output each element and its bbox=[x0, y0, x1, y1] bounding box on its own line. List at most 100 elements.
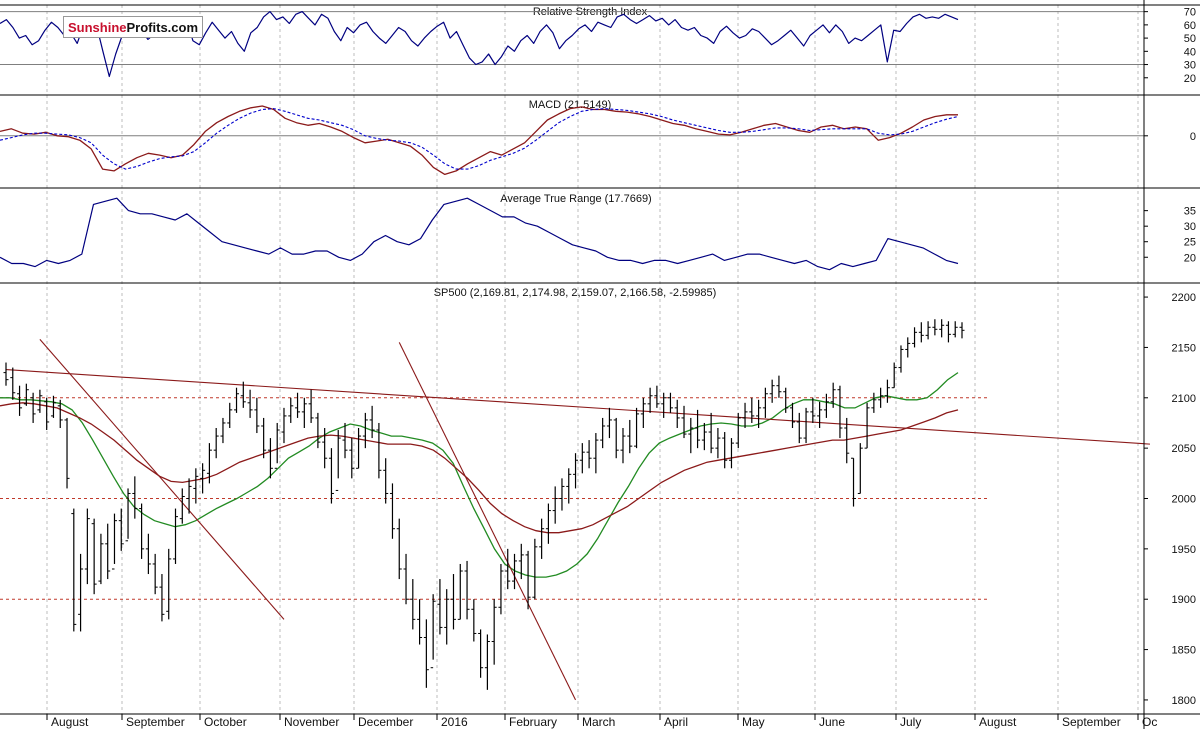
ytick-label-0-5: 20 bbox=[1184, 73, 1196, 85]
ohlc-bar-22 bbox=[152, 553, 158, 595]
ytick-label-3-2: 2100 bbox=[1172, 393, 1196, 405]
ohlc-bar-67 bbox=[457, 563, 463, 620]
ohlc-bar-119 bbox=[810, 397, 816, 423]
ohlc-bar-132 bbox=[898, 345, 904, 373]
trendline-2 bbox=[398, 342, 577, 701]
ohlc-bar-55 bbox=[376, 422, 382, 479]
ohlc-bar-131 bbox=[891, 362, 897, 389]
xtick-label-13: September bbox=[1062, 715, 1121, 729]
ohlc-bar-90 bbox=[613, 417, 619, 459]
xtick-label-11: July bbox=[900, 715, 921, 729]
panel-macd: MACD (21.5149) bbox=[0, 99, 1144, 176]
ohlc-bar-97 bbox=[661, 392, 667, 418]
ohlc-bar-81 bbox=[552, 486, 558, 524]
ohlc-bar-111 bbox=[756, 399, 762, 428]
ohlc-bar-43 bbox=[295, 392, 301, 418]
ohlc-bar-106 bbox=[722, 432, 728, 469]
xtick-label-2: October bbox=[204, 715, 247, 729]
ohlc-bar-96 bbox=[654, 385, 660, 408]
ohlc-bar-74 bbox=[505, 548, 511, 590]
ohlc-bar-19 bbox=[132, 476, 138, 519]
ytick-label-2-2: 25 bbox=[1184, 237, 1196, 249]
ohlc-bar-1 bbox=[10, 367, 16, 400]
grid-layer bbox=[46, 5, 1139, 714]
ohlc-bar-127 bbox=[864, 402, 870, 449]
sp500-title: SP500 (2,169.81, 2,174.98, 2,159.07, 2,1… bbox=[434, 287, 717, 299]
ohlc-bar-16 bbox=[111, 513, 117, 570]
ohlc-bar-18 bbox=[125, 488, 131, 542]
ohlc-bar-4 bbox=[30, 392, 36, 423]
xtick-label-12: August bbox=[979, 715, 1017, 729]
ohlc-bar-39 bbox=[267, 438, 273, 479]
ohlc-bar-86 bbox=[586, 440, 592, 469]
ohlc-bar-7 bbox=[50, 395, 56, 418]
ytick-label-0-0: 70 bbox=[1184, 7, 1196, 19]
ohlc-bar-73 bbox=[498, 563, 504, 615]
ohlc-bar-91 bbox=[620, 428, 626, 464]
ohlc-bar-69 bbox=[471, 599, 477, 642]
ohlc-bar-52 bbox=[356, 428, 362, 469]
series-line-1-1 bbox=[0, 108, 959, 170]
ohlc-bar-12 bbox=[84, 508, 90, 585]
ohlc-bar-64 bbox=[437, 579, 443, 635]
ohlc-bar-50 bbox=[342, 422, 348, 459]
series-line-2-0 bbox=[0, 197, 959, 271]
ohlc-bar-95 bbox=[647, 387, 653, 413]
ytick-label-3-7: 1850 bbox=[1172, 645, 1196, 657]
ohlc-bar-118 bbox=[803, 407, 809, 444]
ohlc-bar-126 bbox=[857, 443, 863, 494]
xtick-label-1: September bbox=[126, 715, 185, 729]
brand-logo: Sunshine Profits.com bbox=[63, 16, 204, 38]
ohlc-bar-107 bbox=[728, 438, 734, 469]
ohlc-bar-124 bbox=[844, 417, 850, 464]
ohlc-bar-34 bbox=[234, 387, 240, 413]
ohlc-bar-20 bbox=[139, 503, 145, 559]
ohlc-bar-6 bbox=[44, 397, 50, 431]
ohlc-bar-13 bbox=[91, 518, 97, 595]
ohlc-bar-27 bbox=[186, 478, 192, 514]
ohlc-bar-133 bbox=[905, 337, 911, 358]
ohlc-bar-44 bbox=[301, 397, 307, 428]
ohlc-bar-141 bbox=[959, 322, 965, 339]
ohlc-bar-17 bbox=[118, 508, 124, 551]
ohlc-bar-40 bbox=[274, 422, 280, 469]
ohlc-bar-68 bbox=[464, 560, 470, 620]
ohlc-bar-33 bbox=[227, 402, 233, 428]
ohlc-bar-98 bbox=[667, 392, 673, 413]
ohlc-bar-140 bbox=[952, 321, 958, 338]
ohlc-bar-25 bbox=[173, 508, 179, 564]
ohlc-bar-116 bbox=[789, 402, 795, 428]
ohlc-bar-110 bbox=[749, 397, 755, 423]
ohlc-bar-85 bbox=[579, 443, 585, 474]
ohlc-bar-57 bbox=[389, 483, 395, 539]
ohlc-bar-37 bbox=[254, 397, 260, 434]
series-line-1-0 bbox=[0, 105, 958, 176]
macd-title: MACD (21.5149) bbox=[529, 99, 612, 111]
ohlc-bar-0 bbox=[3, 362, 9, 386]
ytick-label-0-4: 30 bbox=[1184, 60, 1196, 72]
ohlc-bar-101 bbox=[688, 417, 694, 454]
ytick-label-3-5: 1950 bbox=[1172, 544, 1196, 556]
ohlc-bar-54 bbox=[369, 405, 375, 439]
ohlc-bar-62 bbox=[423, 619, 429, 688]
ohlc-bar-38 bbox=[261, 417, 267, 459]
moving-average-0 bbox=[0, 372, 959, 578]
ohlc-bar-42 bbox=[288, 397, 294, 423]
ytick-label-3-1: 2150 bbox=[1172, 342, 1196, 354]
ohlc-bar-108 bbox=[735, 412, 741, 449]
ohlc-bar-103 bbox=[701, 422, 707, 451]
ohlc-bar-105 bbox=[715, 428, 721, 459]
xtick-label-5: 2016 bbox=[441, 715, 468, 729]
ohlc-bar-9 bbox=[64, 417, 70, 489]
ytick-label-0-2: 50 bbox=[1184, 33, 1196, 45]
ohlc-bar-92 bbox=[627, 419, 633, 454]
ohlc-bar-135 bbox=[918, 322, 924, 343]
ytick-label-2-0: 35 bbox=[1184, 206, 1196, 218]
ohlc-bar-123 bbox=[837, 385, 843, 439]
ohlc-bar-65 bbox=[444, 589, 450, 645]
ohlc-bar-125 bbox=[851, 457, 857, 507]
trendline-1 bbox=[39, 339, 285, 620]
